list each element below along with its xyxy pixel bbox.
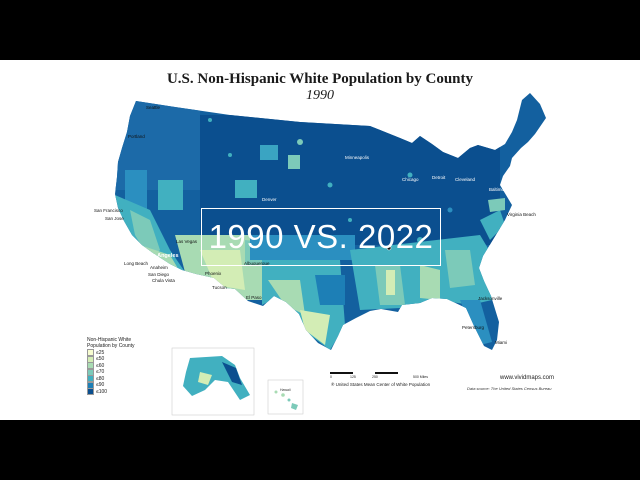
city-label-philadelphia: Philadelphia [506,179,531,184]
legend-label: ≤90 [96,382,105,388]
legend-item: ≤50 [87,355,135,363]
legend-item: ≤90 [87,381,135,389]
city-label-seattle: Seattle [146,105,161,110]
map-frame: U.S. Non-Hispanic White Population by Co… [0,60,640,420]
legend-label: ≤50 [96,356,105,362]
legend: Non-Hispanic White Population by County … [87,337,135,395]
city-label-chicago: Chicago [402,177,419,182]
legend-item: ≤60 [87,362,135,369]
city-label-virginia-beach: Virginia Beach [507,212,536,217]
scale-label-250: 250 [372,375,378,379]
city-label-jacksonville: Jacksonville [478,296,503,301]
city-label-new-york: New York [512,167,537,173]
legend-item: ≤80 [87,375,135,382]
city-label-los-angeles: Los Angeles [146,253,179,259]
city-label-long-beach: Long Beach [124,261,149,266]
city-label-albuquerque: Albuquerque [244,261,270,266]
city-label-anaheim: Anaheim [150,265,168,270]
city-label-minneapolis: Minneapolis [345,155,370,160]
legend-title-line1: Non-Hispanic White [87,337,132,343]
city-label-petersburg: Petersburg [462,325,485,330]
city-label-san-francisco: San Francisco [94,208,123,213]
legend-item: ≤100 [87,388,135,395]
city-label-baltimore: Baltimore [489,187,509,192]
city-label-las-vegas: Las Vegas [176,239,198,244]
legend-item: ≤25 [87,349,135,356]
city-label-denver: Denver [262,197,277,202]
legend-label: ≤25 [96,349,105,356]
legend-label: ≤100 [96,388,108,395]
legend-title-line2: Population by County [87,343,135,349]
us-county-map [115,93,546,416]
data-source-note: Data source: The United States Census Bu… [467,386,552,391]
city-label-detroit: Detroit [432,175,446,180]
legend-label: ≤80 [96,375,105,382]
website-credit: www.vividmaps.com [500,375,555,381]
comparison-overlay-box: 1990 VS. 2022 [201,208,441,266]
scale-bar: 0 125 250 500 Miles [330,370,428,380]
scale-label-500: 500 Miles [413,375,428,379]
city-label-portland: Portland [128,134,145,139]
city-label-san-jose: San Jose [105,216,124,221]
scale-label-0: 0 [330,375,332,379]
comparison-overlay-text: 1990 VS. 2022 [208,218,434,255]
legend-item: ≤70 [87,368,135,376]
scale-label-125: 125 [350,375,356,379]
city-label-el-paso: El Paso [246,295,262,300]
center-of-population-note: ® United States Mean Center of White Pop… [331,382,431,387]
city-label-cleveland: Cleveland [455,177,476,182]
hawaii-inset-label: Hawaii [280,388,291,392]
city-label-san-diego: San Diego [148,272,170,277]
legend-label: ≤60 [96,362,105,369]
map-subtitle: 1990 [306,88,334,103]
city-label-chula-vista: Chula Vista [152,278,175,283]
map-title: U.S. Non-Hispanic White Population by Co… [166,71,474,87]
city-label-boston: Boston [526,145,541,150]
city-label-tucson: Tucson [212,285,227,290]
city-label-miami: Miami [495,340,507,345]
legend-label: ≤70 [96,369,105,375]
city-label-phoenix: Phoenix [205,271,222,276]
legend-swatch [87,388,94,395]
